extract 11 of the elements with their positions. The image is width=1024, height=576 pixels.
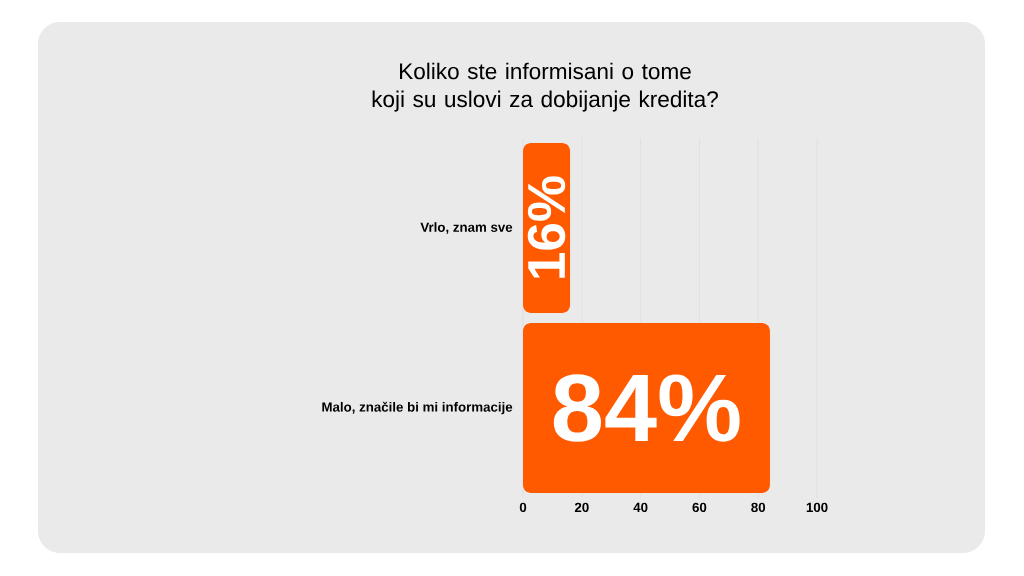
y-tick-label: Malo, značile bi mi informacije [322,401,513,415]
y-tick-label: Vrlo, znam sve [420,222,513,234]
x-tick-label: 100 [806,502,828,513]
x-tick-label: 80 [751,502,766,513]
x-tick-label: 60 [692,502,707,513]
x-tick-label: 40 [633,502,648,513]
x-tick-label: 0 [519,502,527,513]
x-tick-label: 20 [574,502,589,513]
chart-title: Koliko ste informisani o tome koji su uslovi za dobijanje kredita? [372,62,718,112]
data-label: 84% [553,374,740,442]
data-label: 16% [527,176,566,278]
